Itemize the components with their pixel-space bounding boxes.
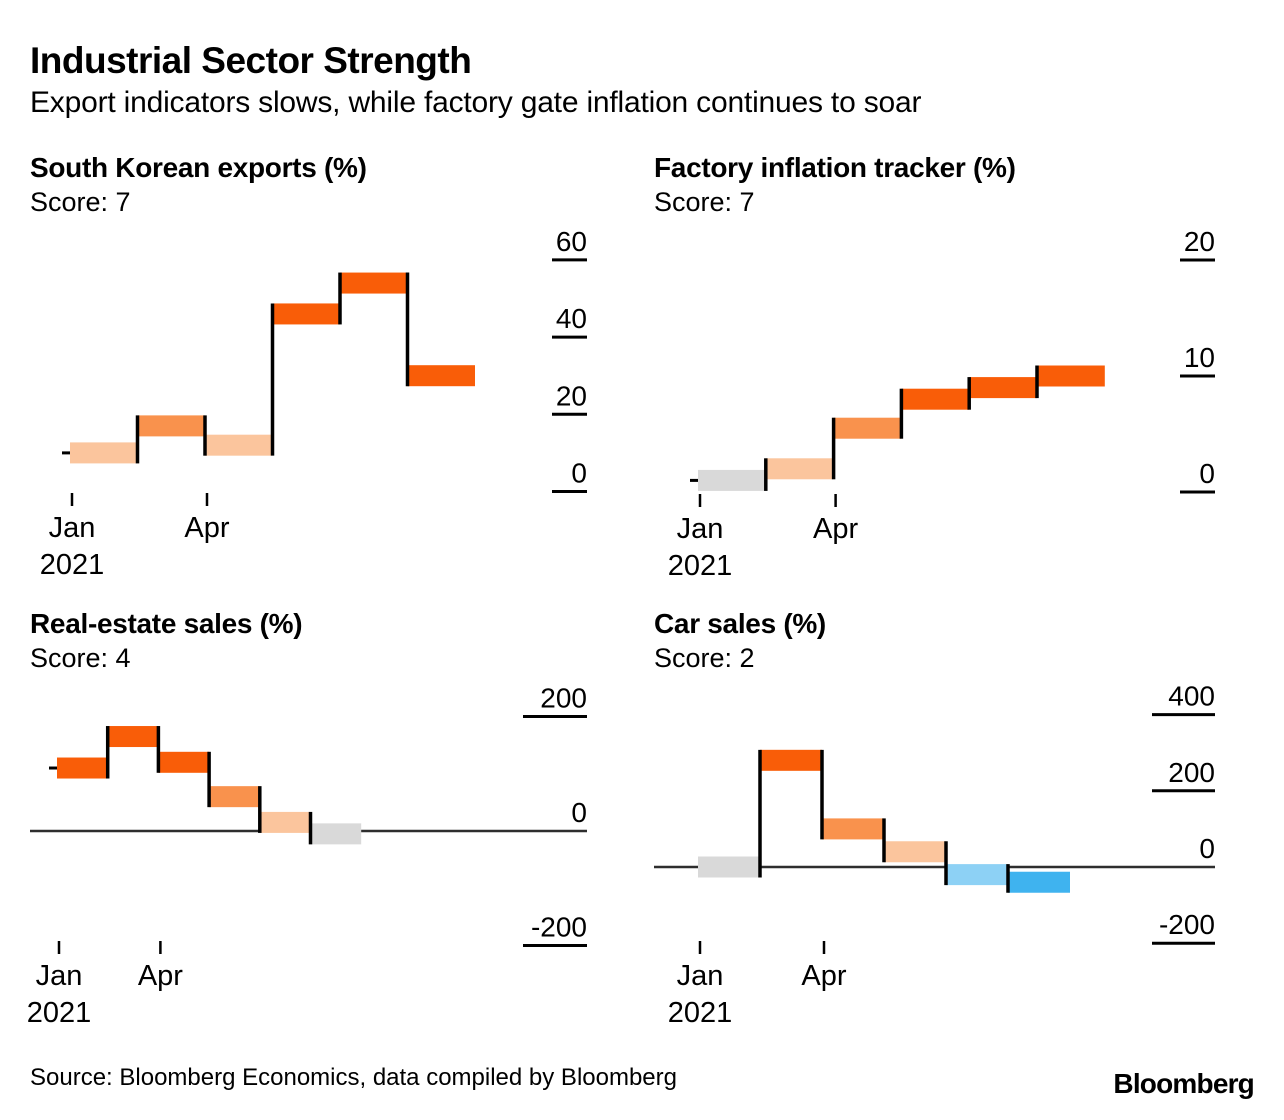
panel-score-factory-inflation: Score: 7 bbox=[654, 187, 755, 217]
x-tick-label: Apr bbox=[184, 512, 229, 544]
waterfall-bar bbox=[407, 365, 475, 387]
x-tick-label: Jan bbox=[677, 513, 724, 545]
panel-title-exports: South Korean exports (%) bbox=[30, 152, 367, 183]
page-title: Industrial Sector Strength bbox=[30, 40, 472, 81]
x-tick-label: Jan bbox=[36, 960, 83, 992]
waterfall-bar bbox=[158, 751, 210, 773]
source-credit: Source: Bloomberg Economics, data compil… bbox=[30, 1064, 677, 1091]
panel-title-factory-inflation: Factory inflation tracker (%) bbox=[654, 152, 1016, 183]
waterfall-bar bbox=[340, 272, 408, 294]
x-tick-label: Jan bbox=[49, 512, 96, 544]
y-tick-label: 60 bbox=[556, 226, 587, 257]
y-tick-label: 400 bbox=[1168, 681, 1215, 712]
page-subtitle: Export indicators slows, while factory g… bbox=[30, 86, 922, 119]
waterfall-bar bbox=[884, 841, 946, 863]
x-tick-sublabel: 2021 bbox=[27, 997, 92, 1029]
y-tick-label: 40 bbox=[556, 303, 587, 334]
waterfall-bar bbox=[822, 818, 884, 840]
waterfall-bar bbox=[946, 864, 1008, 886]
y-tick-label: 200 bbox=[1168, 757, 1215, 788]
panel-plot-3: 400 200 0 -200 Jan 2021 Apr bbox=[654, 681, 1215, 1029]
panel-score-car-sales: Score: 2 bbox=[654, 643, 755, 673]
waterfall-bar bbox=[259, 811, 311, 833]
y-tick-label: 20 bbox=[1184, 226, 1215, 257]
waterfall-bar bbox=[698, 856, 760, 878]
x-tick-label: Apr bbox=[801, 960, 846, 992]
panel-score-exports: Score: 7 bbox=[30, 187, 131, 217]
waterfall-bar bbox=[57, 757, 108, 779]
x-tick-label: Apr bbox=[138, 960, 183, 992]
waterfall-bar bbox=[969, 377, 1037, 399]
y-tick-label: 0 bbox=[1199, 458, 1215, 489]
waterfall-bar bbox=[272, 303, 340, 325]
y-tick-label: 0 bbox=[571, 797, 587, 828]
waterfall-bar bbox=[698, 469, 766, 491]
waterfall-bar bbox=[70, 442, 138, 464]
x-tick-sublabel: 2021 bbox=[668, 997, 733, 1029]
waterfall-bar bbox=[209, 786, 260, 808]
waterfall-bar bbox=[760, 749, 822, 771]
waterfall-bar bbox=[107, 726, 159, 748]
x-tick-label: Jan bbox=[677, 960, 724, 992]
y-tick-label: -200 bbox=[1159, 909, 1215, 940]
waterfall-bar bbox=[833, 417, 902, 439]
panel-title-car-sales: Car sales (%) bbox=[654, 608, 826, 639]
x-tick-label: Apr bbox=[813, 513, 858, 545]
panel-title-real-estate: Real-estate sales (%) bbox=[30, 608, 303, 639]
y-tick-label: -200 bbox=[531, 912, 587, 943]
waterfall-bar bbox=[205, 434, 273, 456]
bloomberg-logo: Bloomberg bbox=[1113, 1068, 1254, 1099]
panel-plot-1: 20 10 0 Jan 2021 Apr bbox=[668, 226, 1215, 582]
waterfall-bar bbox=[901, 388, 970, 410]
waterfall-bar bbox=[137, 415, 205, 437]
waterfall-bar bbox=[310, 823, 362, 845]
y-tick-label: 0 bbox=[1199, 833, 1215, 864]
waterfall-bar bbox=[1008, 871, 1070, 893]
panel-plot-2: 200 0 -200 Jan 2021 Apr bbox=[27, 683, 587, 1029]
panel-score-real-estate: Score: 4 bbox=[30, 643, 131, 673]
panel-plot-0: 60 40 20 0 Jan 2021 Apr bbox=[40, 226, 587, 581]
y-tick-label: 0 bbox=[571, 458, 587, 489]
y-tick-label: 10 bbox=[1184, 342, 1215, 373]
waterfall-bar bbox=[1037, 365, 1105, 387]
y-tick-label: 200 bbox=[540, 683, 587, 714]
x-tick-sublabel: 2021 bbox=[668, 550, 733, 582]
x-tick-sublabel: 2021 bbox=[40, 549, 105, 581]
waterfall-bar bbox=[765, 458, 834, 480]
y-tick-label: 20 bbox=[556, 380, 587, 411]
